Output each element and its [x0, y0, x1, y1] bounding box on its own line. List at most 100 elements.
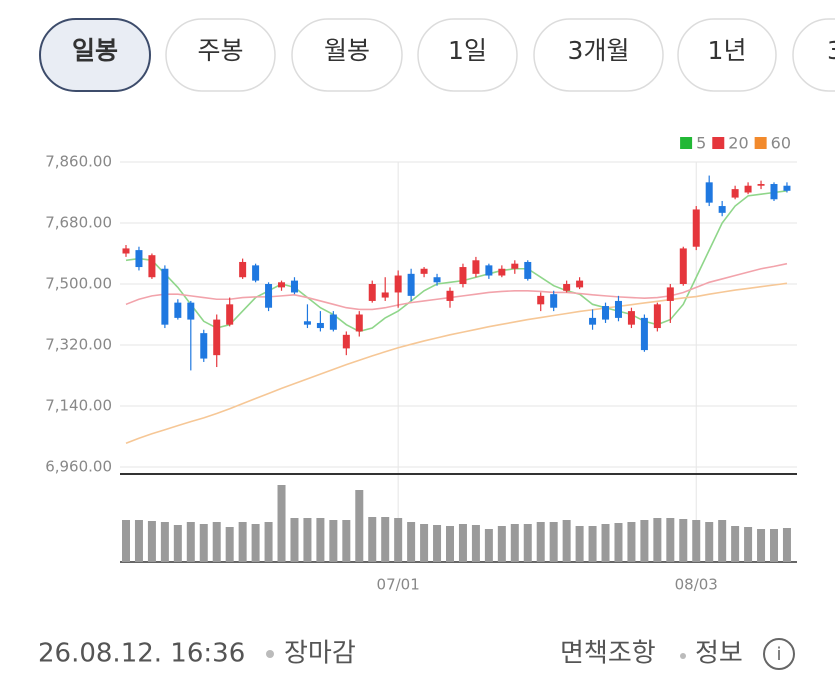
y-tick-label: 7,500.00 [45, 275, 112, 293]
volume-bar [355, 490, 364, 562]
volume-bar [446, 526, 454, 562]
volume-bar [601, 524, 610, 562]
candle-body [148, 255, 156, 278]
moving-average-line [125, 282, 788, 445]
tab[interactable]: 1년 [677, 18, 777, 92]
volume-bar [757, 529, 766, 562]
x-tick-label: 08/03 [675, 576, 718, 594]
tab[interactable]: 일봉 [39, 18, 151, 92]
candle-body [498, 268, 506, 276]
candle-body [252, 265, 260, 281]
candle-body [744, 185, 752, 193]
volume-bar [718, 520, 727, 562]
candle-body [122, 248, 130, 254]
volume-bar [458, 524, 467, 562]
legend-swatch [680, 137, 693, 149]
tab-pill[interactable] [291, 18, 403, 92]
candle-body [783, 185, 791, 191]
volume-bar [770, 529, 778, 562]
tab-pill[interactable] [417, 18, 518, 92]
volume-bar [225, 527, 234, 562]
volume-bar [471, 525, 480, 562]
volume-bar [731, 526, 740, 562]
candle-body [446, 290, 454, 301]
tab[interactable]: 3년 [792, 18, 835, 92]
tab[interactable]: 1일 [417, 18, 518, 92]
candle-body [614, 300, 622, 318]
volume-bar [381, 517, 390, 562]
volume-bar [627, 522, 636, 562]
legend-label: 5 [696, 134, 706, 153]
volume-bar [199, 524, 208, 562]
volume-bar [212, 522, 221, 562]
volume-bar [264, 522, 273, 562]
candle-body [278, 282, 286, 288]
tab[interactable]: 3개월 [533, 18, 664, 92]
volume-bar [238, 522, 247, 562]
candle-body [666, 287, 674, 301]
candle-body [407, 273, 415, 296]
separator-dot [266, 650, 274, 658]
volume-bar [316, 518, 325, 562]
tab-pill[interactable] [677, 18, 777, 92]
legend-label: 60 [771, 134, 791, 153]
candle-body [705, 182, 713, 203]
tab[interactable]: 주봉 [165, 18, 276, 92]
tab-label[interactable]: 1일 [448, 36, 487, 65]
volume-bar [329, 520, 338, 562]
volume-bar [744, 527, 753, 562]
candle-body [290, 280, 298, 293]
candle-body [757, 184, 765, 186]
info-icon[interactable] [763, 638, 795, 670]
tab-pill[interactable] [533, 18, 664, 92]
tab[interactable]: 월봉 [291, 18, 403, 92]
legend-swatch [712, 137, 725, 149]
tab-pill[interactable] [792, 18, 835, 92]
y-tick-label: 6,960.00 [45, 458, 112, 476]
volume-bar [653, 518, 662, 562]
candle-body [589, 317, 597, 325]
candle-body [394, 275, 402, 293]
candle-body [433, 277, 441, 283]
moving-average-line [125, 262, 788, 311]
volume-bar [134, 520, 143, 562]
candle-body [213, 319, 221, 356]
tab-label[interactable]: 월봉 [324, 36, 370, 65]
separator-dot [680, 653, 686, 659]
candle-body [161, 268, 169, 325]
tab-label[interactable]: 3개월 [568, 36, 630, 65]
tab-pill[interactable] [165, 18, 276, 92]
candle-body [550, 294, 558, 308]
candle-body [316, 322, 324, 329]
volume-bar [666, 518, 675, 562]
candle-body [770, 184, 778, 200]
tab-label[interactable]: 1년 [708, 36, 747, 65]
volume-bar [614, 523, 623, 562]
info-link[interactable]: 정보 [695, 639, 743, 669]
disclaimer-link[interactable]: 면책조항 [560, 639, 656, 669]
y-tick-label: 7,860.00 [45, 153, 112, 171]
volume-bar [692, 520, 701, 562]
candle-body [537, 295, 545, 305]
candle-body [563, 284, 571, 291]
volume-bar [497, 526, 506, 562]
candle-body [420, 268, 428, 274]
tab-label[interactable]: 일봉 [72, 36, 118, 65]
y-tick-label: 7,140.00 [45, 397, 112, 415]
tab-label[interactable]: 3년 [827, 36, 835, 65]
volume-bar [640, 520, 649, 562]
volume-bar [160, 522, 169, 562]
volume-bar [251, 524, 260, 562]
period-tabs: 일봉 주봉 월봉 1일 3개월 1년 3년 [39, 18, 835, 92]
tab-pill[interactable] [39, 18, 151, 92]
candle-body [692, 209, 700, 247]
candle-body [265, 284, 273, 308]
volume-bar [290, 518, 299, 562]
tab-label[interactable]: 주봉 [197, 36, 243, 65]
footer: 26.08.12. 16:36 장마감 면책조항 정보 i [38, 638, 795, 670]
candle-body [329, 314, 337, 330]
info-icon-glyph: i [776, 644, 781, 665]
market-status: 장마감 [284, 639, 356, 669]
volume-bar [562, 520, 571, 562]
